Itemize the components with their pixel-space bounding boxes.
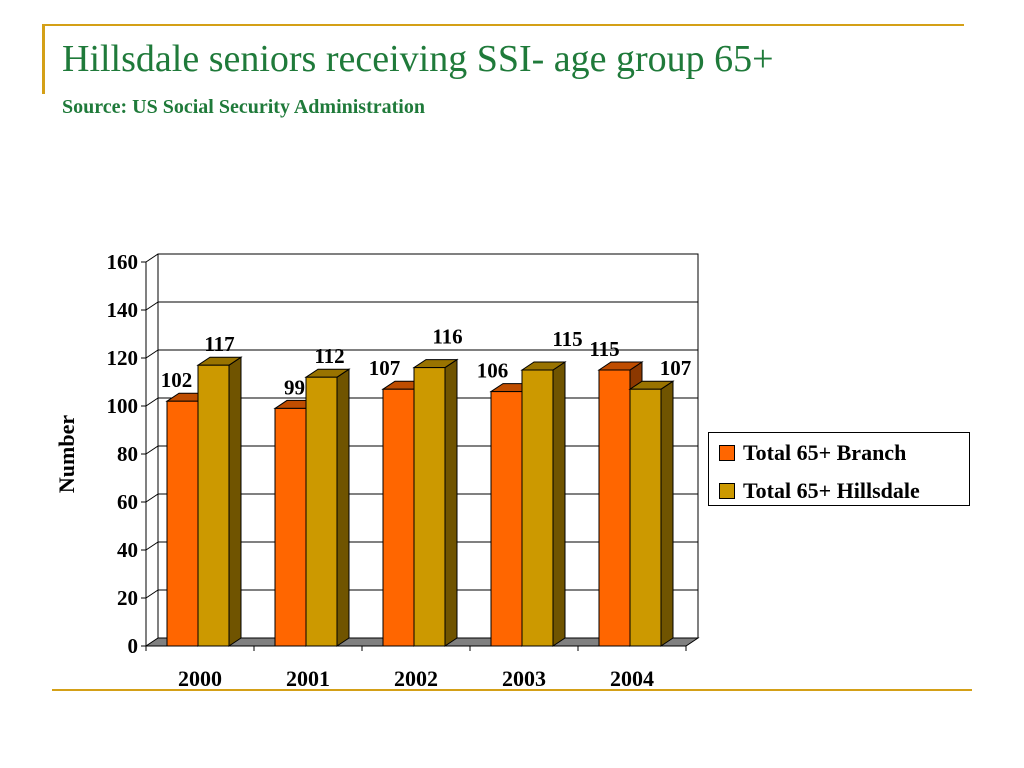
data-label: 115 — [589, 337, 619, 361]
gridline-diagonal — [145, 349, 159, 359]
bar-hillsdale — [413, 367, 446, 647]
y-tick-label: 140 — [107, 298, 139, 322]
bar-branch — [274, 407, 307, 647]
data-label: 116 — [432, 325, 462, 349]
gridline-diagonal — [145, 397, 159, 407]
data-label: 115 — [552, 327, 582, 351]
bar-hillsdale — [629, 388, 662, 647]
data-label: 99 — [284, 375, 305, 399]
bar-side — [228, 356, 242, 647]
data-label: 107 — [369, 356, 401, 380]
accent-top-line — [42, 24, 964, 26]
y-tick-label: 40 — [117, 538, 138, 562]
bar-branch — [490, 391, 523, 647]
legend-swatch-branch — [719, 445, 735, 461]
gridline-diagonal — [145, 445, 159, 455]
data-label: 106 — [477, 359, 509, 383]
accent-left-bar — [42, 24, 45, 94]
y-tick-label: 120 — [107, 346, 139, 370]
x-tick-label: 2001 — [286, 666, 330, 691]
y-axis-title: Number — [54, 415, 79, 493]
bar-hillsdale — [521, 369, 554, 647]
bar-hillsdale — [305, 376, 338, 647]
slide-subtitle: Source: US Social Security Administratio… — [62, 96, 425, 118]
data-label: 112 — [314, 344, 344, 368]
bar-side — [336, 368, 350, 647]
slide-title: Hillsdale seniors receiving SSI- age gro… — [62, 38, 774, 80]
y-tick-label: 100 — [107, 394, 139, 418]
legend-item-hillsdale: Total 65+ Hillsdale — [719, 478, 920, 503]
x-tick-label: 2004 — [610, 666, 654, 691]
y-tick-label: 0 — [128, 634, 139, 658]
data-label: 102 — [161, 368, 193, 392]
accent-bottom-line — [52, 689, 972, 691]
legend-label-branch: Total 65+ Branch — [743, 440, 907, 465]
y-tick-label: 60 — [117, 490, 138, 514]
y-tick-label: 20 — [117, 586, 138, 610]
gridline-diagonal — [145, 541, 159, 551]
gridline-diagonal — [145, 493, 159, 503]
bar-branch — [166, 400, 199, 647]
gridline-diagonal — [145, 589, 159, 599]
data-label: 107 — [660, 356, 692, 380]
bar-branch — [382, 388, 415, 647]
legend-item-branch: Total 65+ Branch — [719, 440, 907, 465]
legend-label-hillsdale: Total 65+ Hillsdale — [743, 478, 920, 503]
gridline-diagonal — [145, 253, 159, 263]
bar-side — [444, 358, 458, 647]
x-tick-label: 2000 — [178, 666, 222, 691]
y-tick-label: 80 — [117, 442, 138, 466]
y-tick-label: 160 — [107, 250, 139, 274]
data-label: 117 — [204, 332, 234, 356]
bar-side — [552, 361, 566, 647]
bar-branch — [598, 369, 631, 647]
legend-swatch-hillsdale — [719, 483, 735, 499]
chart-legend: Total 65+ Branch Total 65+ Hillsdale — [708, 432, 970, 506]
bar-hillsdale — [197, 364, 230, 647]
gridline-diagonal — [145, 301, 159, 311]
bar-side — [660, 380, 674, 647]
x-tick-label: 2002 — [394, 666, 438, 691]
x-tick-label: 2003 — [502, 666, 546, 691]
